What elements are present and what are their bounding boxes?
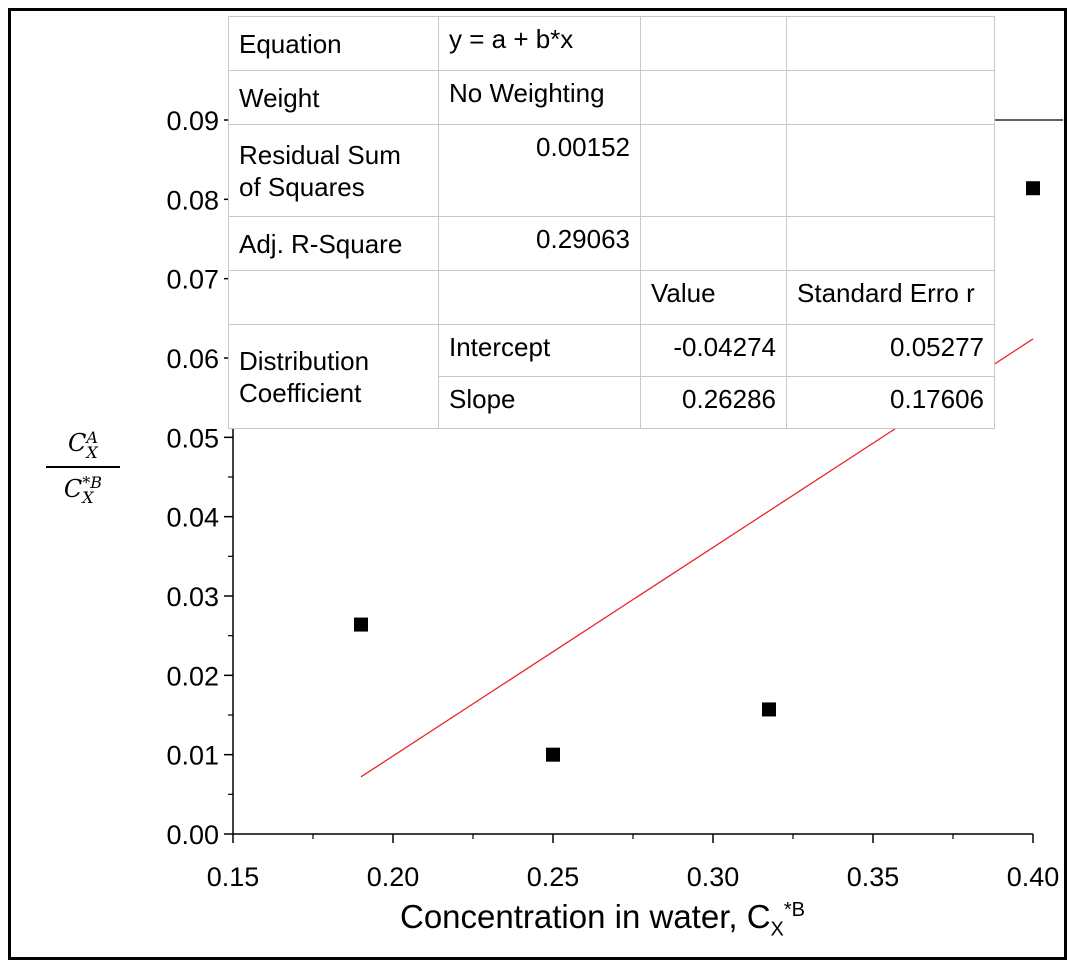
slope-stderr: 0.17606	[786, 376, 995, 429]
table-row: Slope 0.26286 0.17606	[229, 376, 995, 429]
data-point	[546, 747, 560, 762]
data-point	[354, 617, 368, 632]
adj-r-square-value: 0.29063	[438, 216, 641, 271]
y-tick-label: 0.06	[166, 344, 219, 374]
y-tick-label: 0.08	[166, 185, 219, 215]
fit-statistics-table: Equation y = a + b*x Weight No Weighting…	[228, 16, 995, 429]
equation-label: Equation	[228, 16, 439, 71]
y-tick-label: 0.05	[166, 423, 219, 453]
group-label: Distribution Coefficient	[228, 324, 439, 429]
weight-label: Weight	[228, 70, 439, 125]
fraction-bar	[46, 465, 120, 468]
table-row: Adj. R-Square 0.29063	[228, 216, 995, 271]
x-tick-label: 0.30	[687, 862, 740, 892]
axis-ticks: 0.15 0.20 0.25 0.30 0.35 0.40 0.00 0.01 0.02 0.03…	[166, 106, 1059, 892]
value-header: Value	[640, 270, 787, 325]
y-tick-label: 0.03	[166, 582, 219, 612]
data-point	[762, 702, 776, 717]
y-tick-label: 0.00	[166, 820, 219, 850]
slope-label: Slope	[438, 376, 641, 429]
intercept-label: Intercept	[438, 324, 641, 377]
y-tick-label: 0.07	[166, 265, 219, 295]
equation-value: y = a + b*x	[438, 16, 641, 71]
y-label-denominator: C *B X	[63, 473, 103, 507]
x-tick-label: 0.20	[367, 862, 420, 892]
rss-value: 0.00152	[438, 124, 641, 217]
y-tick-label: 0.09	[166, 106, 219, 136]
x-tick-label: 0.25	[527, 862, 580, 892]
stderr-header: Standard Erro r	[786, 270, 995, 325]
intercept-value: -0.04274	[640, 324, 787, 377]
adj-r-square-label: Adj. R-Square	[228, 216, 439, 271]
y-tick-label: 0.01	[166, 741, 219, 771]
slope-value: 0.26286	[640, 376, 787, 429]
x-axis-label: Concentration in water, CX*B	[400, 898, 805, 941]
figure-frame	[8, 8, 1067, 960]
table-row: Residual Sum of Squares 0.00152	[228, 124, 995, 217]
intercept-stderr: 0.05277	[786, 324, 995, 377]
x-tick-label: 0.35	[847, 862, 900, 892]
y-tick-label: 0.02	[166, 661, 219, 691]
table-row: Equation y = a + b*x	[228, 16, 995, 71]
data-point	[1026, 181, 1040, 196]
y-tick-label: 0.04	[166, 503, 219, 533]
x-tick-label: 0.40	[1007, 862, 1060, 892]
table-row: Distribution Coefficient Intercept -0.04…	[228, 324, 995, 429]
table-row: Weight No Weighting	[228, 70, 995, 125]
data-points	[354, 181, 1040, 762]
rss-label: Residual Sum of Squares	[228, 124, 439, 217]
x-tick-label: 0.15	[207, 862, 260, 892]
weight-value: No Weighting	[438, 70, 641, 125]
table-row: Value Standard Erro r	[228, 270, 995, 325]
